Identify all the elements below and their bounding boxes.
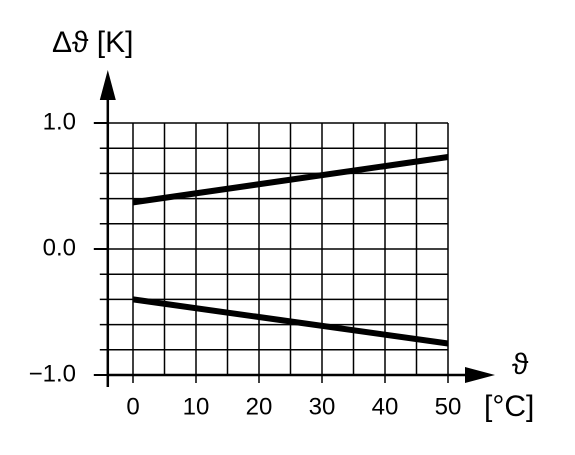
y-tick-label: 1.0 bbox=[43, 108, 76, 135]
x-axis-unit: [°C] bbox=[484, 390, 534, 423]
x-tick-label: 50 bbox=[435, 393, 462, 420]
series-line bbox=[132, 154, 449, 206]
x-tick-label: 10 bbox=[183, 393, 210, 420]
y-tick-label: −1.0 bbox=[29, 360, 76, 387]
y-axis-label: Δϑ [K] bbox=[52, 26, 133, 59]
x-tick-label: 30 bbox=[309, 393, 336, 420]
y-tick-label: 0.0 bbox=[43, 234, 76, 261]
y-axis-arrow bbox=[99, 70, 116, 100]
x-axis-symbol: ϑ bbox=[512, 348, 529, 381]
x-axis-arrow bbox=[465, 367, 495, 383]
x-tick-label: 40 bbox=[372, 393, 399, 420]
x-tick-label: 20 bbox=[246, 393, 273, 420]
series-line bbox=[132, 296, 449, 347]
x-tick-label: 0 bbox=[126, 393, 139, 420]
